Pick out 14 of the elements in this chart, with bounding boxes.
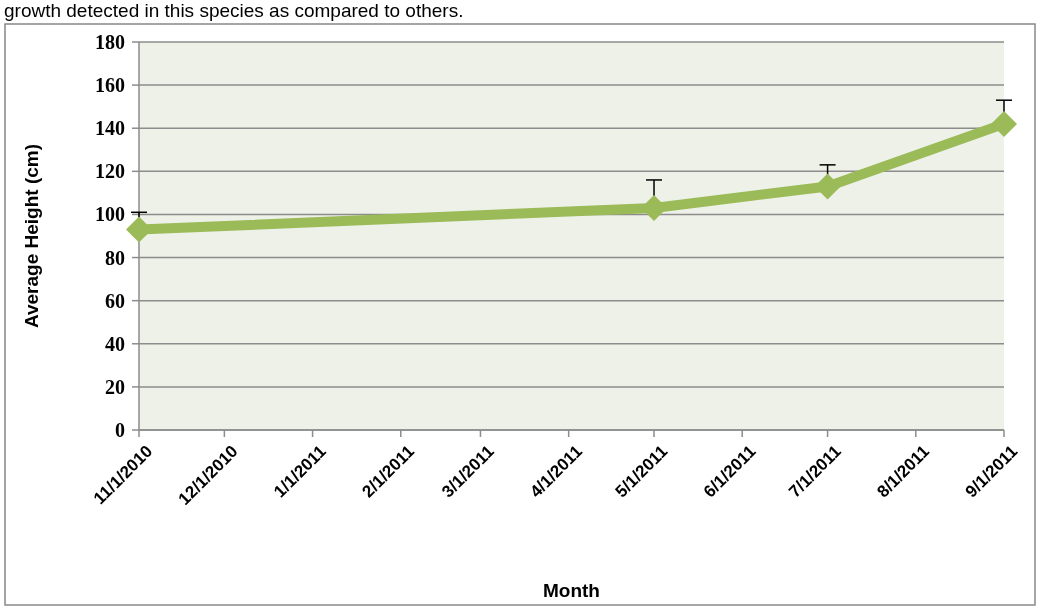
y-tick-label: 0 — [115, 419, 125, 441]
y-axis-title: Average Height (cm) — [21, 143, 42, 329]
x-axis-title: Month — [543, 580, 600, 601]
y-tick-label: 20 — [105, 375, 125, 398]
y-tick-label: 100 — [95, 203, 125, 226]
y-tick-label: 80 — [105, 246, 125, 269]
y-tick-label: 120 — [95, 160, 125, 183]
y-tick-label: 40 — [105, 332, 125, 355]
text: growth detected in this species as compared to others. — [4, 0, 464, 21]
y-tick-label: 160 — [95, 74, 125, 97]
y-tick-label: 140 — [95, 117, 125, 140]
point — [991, 110, 1017, 137]
y-tick-label: 180 — [95, 31, 125, 53]
y-tick-label: 60 — [105, 289, 125, 312]
